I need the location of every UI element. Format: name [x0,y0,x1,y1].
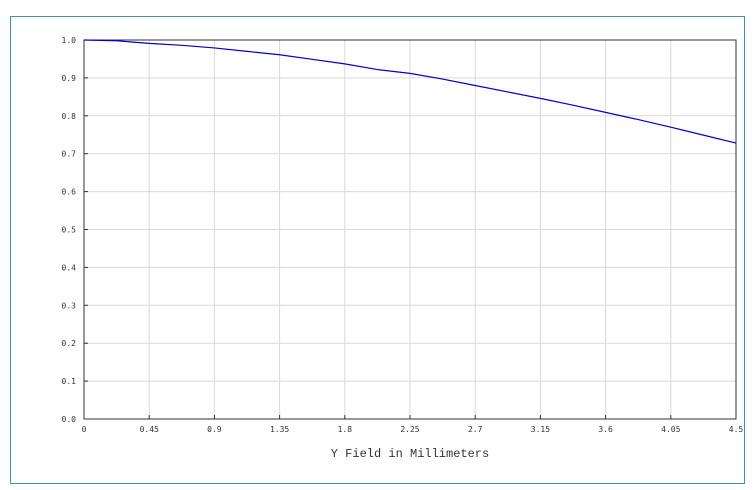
x-tick-label: 0 [82,425,87,434]
y-tick-label: 0.3 [62,301,77,310]
x-tick-label: 4.5 [729,425,744,434]
y-tick-label: 1.0 [62,36,77,45]
x-tick-label: 1.8 [338,425,353,434]
x-tick-label: 4.05 [661,425,680,434]
x-tick-label: 1.35 [270,425,289,434]
tick-marks [83,39,737,420]
grid [83,39,737,420]
series [83,39,737,144]
chart-frame [10,16,745,484]
y-tick-label: 0.4 [62,263,77,272]
y-tick-label: 0.6 [62,188,77,197]
y-tick-label: 0.0 [62,415,77,424]
x-tick-label: 0.9 [207,425,222,434]
x-tick-label: 0.45 [140,425,159,434]
series-line [83,39,737,144]
y-tick-label: 0.1 [62,377,77,386]
x-tick-label: 3.6 [598,425,613,434]
y-tick-label: 0.5 [62,226,77,235]
x-axis-tick-labels: 0 0.45 0.9 1.35 1.8 2.25 2.7 3.15 3.6 4.05 4.5 [82,425,744,434]
y-tick-label: 0.7 [62,150,77,159]
y-tick-label: 0.2 [62,339,77,348]
y-tick-label: 0.8 [62,112,77,121]
y-tick-label: 0.9 [62,74,77,83]
x-tick-label: 2.7 [468,425,483,434]
x-axis-title: Y Field in Millimeters [331,447,489,461]
y-axis-tick-labels: 0.0 0.1 0.2 0.3 0.4 0.5 0.6 0.7 0.8 0.9 1.0 [62,36,77,424]
x-tick-label: 2.25 [400,425,419,434]
x-tick-label: 3.15 [531,425,550,434]
